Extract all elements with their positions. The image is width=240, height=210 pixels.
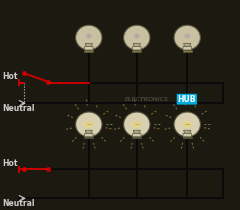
Circle shape — [134, 33, 140, 38]
Circle shape — [86, 33, 92, 38]
Text: Hot: Hot — [2, 72, 18, 81]
Circle shape — [132, 121, 141, 128]
Polygon shape — [184, 43, 191, 46]
Text: ELECTRONICS: ELECTRONICS — [125, 97, 169, 102]
Polygon shape — [132, 46, 141, 50]
Polygon shape — [84, 46, 93, 50]
Circle shape — [84, 121, 93, 128]
Polygon shape — [84, 133, 93, 137]
Polygon shape — [133, 130, 140, 133]
Polygon shape — [132, 50, 141, 52]
Polygon shape — [183, 137, 192, 138]
Polygon shape — [183, 133, 192, 137]
Ellipse shape — [76, 112, 102, 137]
Ellipse shape — [124, 112, 150, 137]
Polygon shape — [132, 133, 141, 137]
Polygon shape — [184, 130, 191, 133]
Circle shape — [183, 121, 192, 128]
Text: Hot: Hot — [2, 159, 18, 168]
Text: Neutral: Neutral — [2, 104, 35, 113]
Polygon shape — [183, 50, 192, 52]
Polygon shape — [84, 137, 93, 138]
Ellipse shape — [76, 25, 102, 50]
Polygon shape — [133, 43, 140, 46]
Text: Neutral: Neutral — [2, 200, 35, 209]
Ellipse shape — [174, 25, 200, 50]
Polygon shape — [132, 137, 141, 138]
Circle shape — [184, 33, 190, 38]
Ellipse shape — [124, 25, 150, 50]
Text: HUB: HUB — [178, 95, 196, 104]
Polygon shape — [183, 46, 192, 50]
Polygon shape — [84, 50, 93, 52]
Polygon shape — [85, 130, 92, 133]
Polygon shape — [85, 43, 92, 46]
Ellipse shape — [174, 112, 200, 137]
